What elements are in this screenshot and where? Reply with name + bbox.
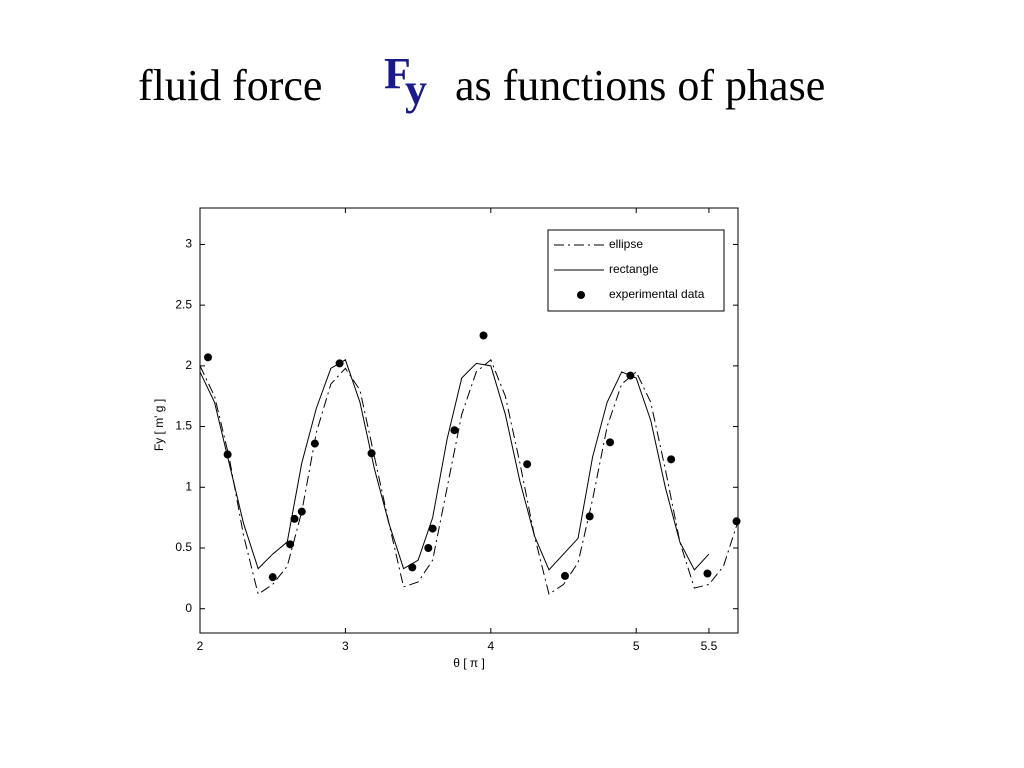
data-point xyxy=(367,449,376,458)
data-point xyxy=(606,438,615,447)
data-point xyxy=(479,331,488,340)
data-point xyxy=(585,512,594,521)
y-tick-label: 2.5 xyxy=(175,297,192,311)
data-point xyxy=(286,540,295,549)
data-point xyxy=(523,460,532,469)
data-point xyxy=(223,450,232,459)
legend-label: rectangle xyxy=(609,262,659,276)
data-point xyxy=(560,571,569,580)
data-point xyxy=(408,563,417,572)
series-line xyxy=(199,358,739,595)
legend-label: ellipse xyxy=(609,237,643,251)
y-tick-label: 1 xyxy=(185,479,192,493)
y-tick-label: 1.5 xyxy=(175,419,192,433)
y-tick-label: 0 xyxy=(185,601,192,615)
data-point xyxy=(450,426,459,435)
data-point xyxy=(290,514,299,523)
y-tick-label: 0.5 xyxy=(175,540,192,554)
series-line xyxy=(199,359,710,571)
data-point xyxy=(297,507,306,516)
data-point xyxy=(667,455,676,464)
data-point xyxy=(732,517,741,526)
data-point xyxy=(335,359,344,368)
x-tick-label: 5 xyxy=(633,639,640,653)
data-point xyxy=(428,524,437,533)
x-tick-label: 5.5 xyxy=(701,639,718,653)
legend-label: experimental data xyxy=(609,287,705,301)
title-symbol: F xyxy=(384,49,411,98)
data-point xyxy=(310,439,319,448)
data-point xyxy=(703,569,712,578)
legend-marker xyxy=(577,291,585,299)
y-tick-label: 2 xyxy=(185,358,192,372)
x-label: θ [ π ] xyxy=(453,656,485,670)
y-tick-label: 3 xyxy=(185,237,192,251)
title-subscript: y xyxy=(405,65,427,114)
x-tick-label: 2 xyxy=(197,639,204,653)
y-label: Fy [ m' g ] xyxy=(152,399,166,451)
title-suffix: as functions of phase xyxy=(455,61,825,110)
x-tick-label: 4 xyxy=(487,639,494,653)
title: fluid force xyxy=(138,61,322,110)
plot-frame xyxy=(199,207,739,634)
data-point xyxy=(203,353,212,362)
data-point xyxy=(424,544,433,552)
x-tick-label: 3 xyxy=(342,639,349,653)
data-point xyxy=(626,371,635,380)
data-point xyxy=(268,573,277,582)
